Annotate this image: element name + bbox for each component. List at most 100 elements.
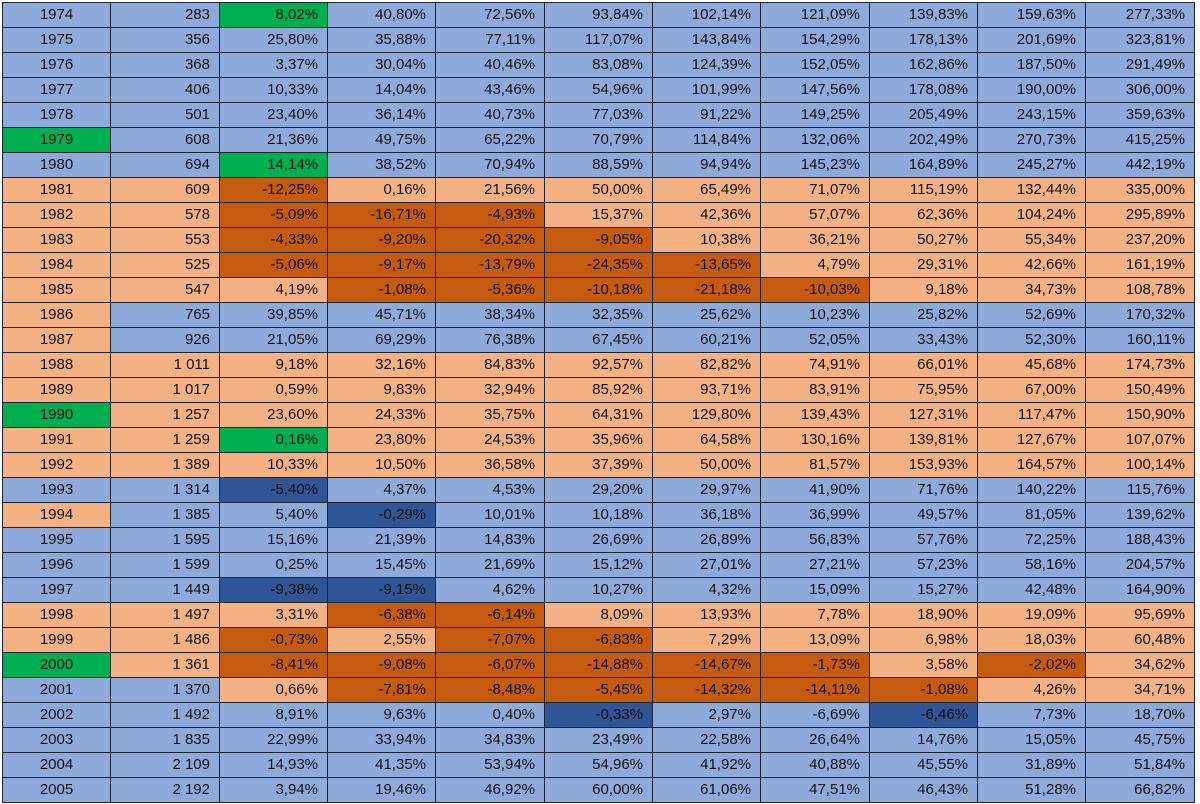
return-cell: 145,23%	[760, 152, 870, 178]
index-value-cell: 1 370	[110, 677, 220, 703]
return-cell: 160,11%	[1085, 327, 1195, 353]
index-value-cell: 525	[110, 252, 220, 278]
table-row: 1984 525 -5,06% -9,17% -13,79% -24,35% -13,65%…	[2, 252, 1195, 278]
return-cell: 29,20%	[544, 477, 653, 503]
return-cell: -0,29%	[327, 502, 436, 528]
return-cell: 57,76%	[869, 527, 978, 553]
return-cell: 150,90%	[1085, 402, 1195, 428]
year-cell: 1988	[2, 352, 111, 378]
table-row: 2002 1 492 8,91% 9,63% 0,40% -0,33% 2,97% -6,69…	[2, 702, 1195, 728]
return-cell: 4,26%	[977, 677, 1086, 703]
return-cell: 0,40%	[435, 702, 545, 728]
year-cell: 1992	[2, 452, 111, 478]
return-cell: -1,08%	[869, 677, 978, 703]
return-cell: 26,64%	[760, 727, 870, 753]
return-cell: 60,21%	[652, 327, 761, 353]
table-row: 1998 1 497 3,31% -6,38% -6,14% 8,09% 13,93% 7,7…	[2, 602, 1195, 628]
return-cell: 3,31%	[219, 602, 328, 628]
return-cell: 7,78%	[760, 602, 870, 628]
return-cell: 51,84%	[1085, 752, 1195, 778]
return-cell: 8,91%	[219, 702, 328, 728]
return-cell: 107,07%	[1085, 427, 1195, 453]
return-cell: 52,30%	[977, 327, 1086, 353]
return-cell: 45,75%	[1085, 727, 1195, 753]
return-cell: 4,53%	[435, 477, 545, 503]
return-cell: -21,18%	[652, 277, 761, 303]
return-cell: 291,49%	[1085, 52, 1195, 78]
return-cell: 359,63%	[1085, 102, 1195, 128]
return-cell: 159,63%	[977, 2, 1086, 28]
return-cell: 29,97%	[652, 477, 761, 503]
return-cell: 42,48%	[977, 577, 1086, 603]
index-value-cell: 547	[110, 277, 220, 303]
table-row: 1992 1 389 10,33% 10,50% 36,58% 37,39% 50,00% 8…	[2, 452, 1195, 478]
return-cell: 50,00%	[652, 452, 761, 478]
return-cell: -9,20%	[327, 227, 436, 253]
return-cell: 38,34%	[435, 302, 545, 328]
return-cell: 143,84%	[652, 27, 761, 53]
index-value-cell: 1 259	[110, 427, 220, 453]
return-cell: 121,09%	[760, 2, 870, 28]
return-cell: 55,34%	[977, 227, 1086, 253]
return-cell: 102,14%	[652, 2, 761, 28]
year-cell: 1985	[2, 277, 111, 303]
return-cell: 100,14%	[1085, 452, 1195, 478]
return-cell: 33,43%	[869, 327, 978, 353]
return-cell: 71,76%	[869, 477, 978, 503]
table-row: 1994 1 385 5,40% -0,29% 10,01% 10,18% 36,18% 36…	[2, 502, 1195, 528]
return-cell: 13,09%	[760, 627, 870, 653]
index-value-cell: 926	[110, 327, 220, 353]
return-cell: 150,49%	[1085, 377, 1195, 403]
year-cell: 1976	[2, 52, 111, 78]
return-cell: 2,97%	[652, 702, 761, 728]
return-cell: 10,38%	[652, 227, 761, 253]
return-cell: 295,89%	[1085, 202, 1195, 228]
index-value-cell: 356	[110, 27, 220, 53]
return-cell: 64,58%	[652, 427, 761, 453]
return-cell: 56,83%	[760, 527, 870, 553]
return-cell: -7,81%	[327, 677, 436, 703]
table-row: 1988 1 011 9,18% 32,16% 84,83% 92,57% 82,82% 74…	[2, 352, 1195, 378]
return-cell: 34,83%	[435, 727, 545, 753]
return-cell: 164,89%	[869, 152, 978, 178]
return-cell: 149,25%	[760, 102, 870, 128]
return-cell: 9,18%	[869, 277, 978, 303]
return-cell: 52,69%	[977, 302, 1086, 328]
return-cell: 3,37%	[219, 52, 328, 78]
return-cell: -14,88%	[544, 652, 653, 678]
return-cell: 130,16%	[760, 427, 870, 453]
return-cell: 13,93%	[652, 602, 761, 628]
return-cell: 49,75%	[327, 127, 436, 153]
return-cell: 0,25%	[219, 552, 328, 578]
return-cell: 71,07%	[760, 177, 870, 203]
return-cell: 22,99%	[219, 727, 328, 753]
return-cell: -6,69%	[760, 702, 870, 728]
return-cell: 23,40%	[219, 102, 328, 128]
table-row: 1997 1 449 -9,38% -9,15% 4,62% 10,27% 4,32% 15,…	[2, 577, 1195, 603]
table-row: 1996 1 599 0,25% 15,45% 21,69% 15,12% 27,01% 27…	[2, 552, 1195, 578]
return-cell: 243,15%	[977, 102, 1086, 128]
return-cell: 139,83%	[869, 2, 978, 28]
table-row: 1974 283 8,02% 40,80% 72,56% 93,84% 102,14% 121…	[2, 2, 1195, 28]
return-cell: 40,88%	[760, 752, 870, 778]
return-cell: 306,00%	[1085, 77, 1195, 103]
return-cell: 129,80%	[652, 402, 761, 428]
return-cell: 117,47%	[977, 402, 1086, 428]
return-cell: -24,35%	[544, 252, 653, 278]
year-cell: 1980	[2, 152, 111, 178]
index-value-cell: 2 192	[110, 777, 220, 803]
return-cell: 40,73%	[435, 102, 545, 128]
return-cell: 4,19%	[219, 277, 328, 303]
return-cell: 36,18%	[652, 502, 761, 528]
return-cell: 93,84%	[544, 2, 653, 28]
index-value-cell: 1 257	[110, 402, 220, 428]
table-row: 2000 1 361 -8,41% -9,08% -6,07% -14,88% -14,67…	[2, 652, 1195, 678]
return-cell: 25,82%	[869, 302, 978, 328]
return-cell: 25,80%	[219, 27, 328, 53]
return-cell: 153,93%	[869, 452, 978, 478]
return-cell: -1,73%	[760, 652, 870, 678]
return-cell: 3,94%	[219, 777, 328, 803]
table-row: 1985 547 4,19% -1,08% -5,36% -10,18% -21,18% -1…	[2, 277, 1195, 303]
year-cell: 1975	[2, 27, 111, 53]
